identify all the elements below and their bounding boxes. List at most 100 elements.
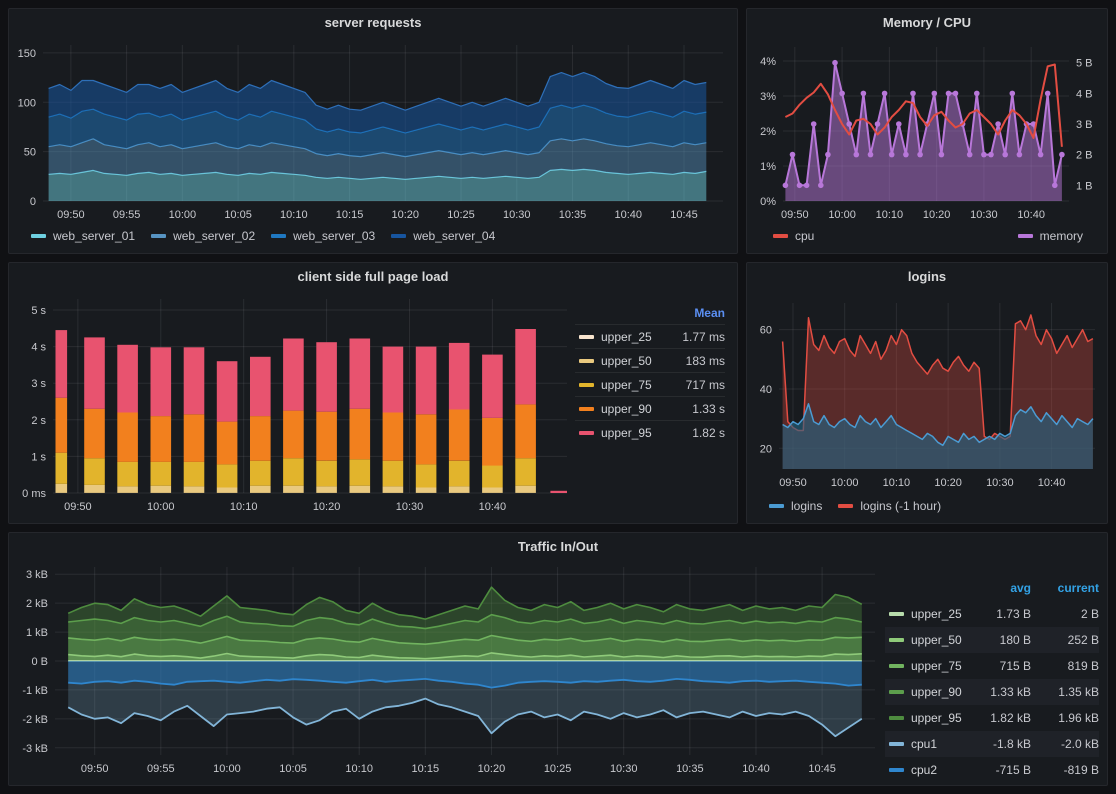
legend-row-upper_50[interactable]: upper_50 180 B 252 B: [885, 627, 1099, 653]
legend-row-upper_90[interactable]: upper_90 1.33 s: [575, 396, 725, 420]
legend-item-cpu[interactable]: cpu: [773, 229, 814, 243]
logins-body: 20 40 60 09:50 10:00 10:10 10:20 10:30 10:40: [747, 289, 1107, 493]
legend-item-memory[interactable]: memory: [1017, 229, 1083, 243]
legend-item-web-server-03[interactable]: web_server_03: [271, 229, 375, 243]
series-value: 180 B: [999, 633, 1031, 647]
svg-text:10:10: 10:10: [345, 763, 373, 775]
server-requests-chart[interactable]: 0 50 100 150 09:50 09:55 10:00 10:05 10:10 10:15 1…: [9, 35, 735, 225]
legend-table-header: Mean: [575, 301, 725, 324]
panel-server-requests: server requests 0 50 100 150 09:50 09:55 10:00…: [8, 8, 738, 254]
svg-text:10:15: 10:15: [336, 209, 364, 221]
svg-text:09:50: 09:50: [779, 477, 807, 489]
series-swatch: [579, 334, 594, 339]
svg-text:-1 kB: -1 kB: [22, 685, 48, 697]
series-label: cpu2: [911, 763, 938, 777]
legend-row-upper_75[interactable]: upper_75 715 B 819 B: [885, 653, 1099, 679]
svg-text:10:05: 10:05: [224, 209, 252, 221]
series-label: upper_90: [601, 401, 652, 416]
series-label: logins (-1 hour): [860, 499, 942, 513]
svg-text:5 B: 5 B: [1076, 58, 1093, 70]
panel-title-logins[interactable]: logins: [907, 268, 947, 284]
panel-title-server-requests[interactable]: server requests: [324, 14, 422, 30]
series-value: 2 B: [1080, 607, 1099, 621]
svg-text:0 B: 0 B: [31, 656, 48, 668]
legend-row-cpu1[interactable]: cpu1 -1.8 kB -2.0 kB: [885, 731, 1099, 757]
series-swatch: [889, 742, 904, 746]
series-swatch: [889, 638, 904, 642]
legend-row-upper_75[interactable]: upper_75 717 ms: [575, 372, 725, 396]
legend-item-web-server-01[interactable]: web_server_01: [31, 229, 135, 243]
svg-text:10:25: 10:25: [544, 763, 572, 775]
svg-text:4 s: 4 s: [31, 342, 46, 354]
traffic-body: -3 kB -2 kB -1 kB 0 B 1 kB 2 kB 3 kB 09:50 09:55…: [9, 559, 1107, 785]
series-value: 717 ms: [685, 377, 725, 392]
legend-item-web-server-02[interactable]: web_server_02: [151, 229, 255, 243]
legend-sort-mean[interactable]: Mean: [694, 305, 725, 320]
svg-text:10:10: 10:10: [280, 209, 308, 221]
series-swatch: [579, 358, 594, 363]
svg-text:10:00: 10:00: [831, 477, 859, 489]
svg-text:10:40: 10:40: [614, 209, 642, 221]
series-label: web_server_04: [413, 229, 496, 243]
series-value: 819 B: [1067, 659, 1099, 673]
legend-sort-avg[interactable]: avg: [1010, 581, 1031, 595]
svg-text:10:25: 10:25: [447, 209, 475, 221]
legend-row-upper_25[interactable]: upper_25 1.73 B 2 B: [885, 601, 1099, 627]
svg-text:09:50: 09:50: [57, 209, 85, 221]
legend-item-logins-1-hour[interactable]: logins (-1 hour): [838, 499, 941, 513]
series-value: 1.77 ms: [682, 329, 725, 344]
series-label: web_server_01: [53, 229, 136, 243]
svg-text:2 s: 2 s: [31, 415, 46, 427]
svg-text:0%: 0%: [760, 196, 776, 208]
legend-row-upper_25[interactable]: upper_25 1.77 ms: [575, 324, 725, 348]
panel-title-traffic-in-out[interactable]: Traffic In/Out: [517, 538, 599, 554]
series-label: upper_50: [911, 633, 962, 647]
series-label: upper_50: [601, 353, 652, 368]
series-swatch: [838, 504, 854, 508]
svg-text:10:35: 10:35: [676, 763, 704, 775]
svg-text:10:20: 10:20: [478, 763, 506, 775]
traffic-legend-table: avg current upper_25 1.73 B 2 B upper_50 180 B…: [885, 559, 1107, 785]
series-swatch: [31, 234, 46, 238]
svg-text:10:45: 10:45: [808, 763, 836, 775]
svg-text:4%: 4%: [760, 56, 776, 68]
traffic-in-out-chart[interactable]: -3 kB -2 kB -1 kB 0 B 1 kB 2 kB 3 kB 09:50 09:55…: [9, 559, 885, 783]
client-side-full-page-load-chart[interactable]: 0 ms 1 s 2 s 3 s 4 s 5 s 09:50 10:00 10:10 10:20 1…: [9, 289, 575, 521]
series-value: 1.82 kB: [990, 711, 1031, 725]
legend-row-upper_95[interactable]: upper_95 1.82 s: [575, 420, 725, 444]
svg-text:10:30: 10:30: [986, 477, 1014, 489]
legend-sort-current[interactable]: current: [1057, 581, 1099, 595]
series-value: 1.73 B: [996, 607, 1031, 621]
svg-text:0: 0: [30, 196, 36, 208]
legend-item-logins[interactable]: logins: [769, 499, 822, 513]
series-value: 252 B: [1067, 633, 1099, 647]
panel-title-memory-cpu[interactable]: Memory / CPU: [882, 14, 972, 30]
svg-text:4 B: 4 B: [1076, 88, 1093, 100]
svg-text:10:20: 10:20: [934, 477, 962, 489]
svg-text:10:40: 10:40: [479, 501, 507, 513]
svg-text:10:20: 10:20: [313, 501, 341, 513]
series-value: -715 B: [995, 763, 1031, 777]
series-swatch: [773, 234, 788, 238]
svg-text:3 B: 3 B: [1076, 119, 1093, 131]
svg-text:10:00: 10:00: [147, 501, 175, 513]
series-value: 1.33 s: [692, 401, 725, 416]
svg-text:3 s: 3 s: [31, 378, 46, 390]
legend-row-cpu2[interactable]: cpu2 -715 B -819 B: [885, 757, 1099, 783]
series-swatch: [1017, 234, 1033, 238]
svg-text:60: 60: [760, 325, 772, 337]
legend-row-upper_95[interactable]: upper_95 1.82 kB 1.96 kB: [885, 705, 1099, 731]
memory-cpu-chart[interactable]: 0% 1% 2% 3% 4% 1 B 2 B 3 B 4 B 5 B 09:50 10:00 10:10…: [747, 35, 1105, 225]
logins-legend: logins logins (-1 hour): [747, 493, 1107, 523]
memory-cpu-body: 0% 1% 2% 3% 4% 1 B 2 B 3 B 4 B 5 B 09:50 10:00 10:10…: [747, 35, 1107, 223]
legend-table-header: avg current: [885, 575, 1099, 601]
panel-client-side-full-page-load: client side full page load 0 ms 1 s 2 s 3 s…: [8, 262, 738, 524]
client-side-body: 0 ms 1 s 2 s 3 s 4 s 5 s 09:50 10:00 10:10 10:20 1…: [9, 289, 737, 523]
legend-row-upper_90[interactable]: upper_90 1.33 kB 1.35 kB: [885, 679, 1099, 705]
panel-title-client-side-full-page-load[interactable]: client side full page load: [297, 268, 449, 284]
logins-chart[interactable]: 20 40 60 09:50 10:00 10:10 10:20 10:30 10:40: [747, 289, 1105, 495]
legend-row-upper_50[interactable]: upper_50 183 ms: [575, 348, 725, 372]
svg-text:5 s: 5 s: [31, 305, 46, 317]
legend-item-web-server-04[interactable]: web_server_04: [391, 229, 495, 243]
